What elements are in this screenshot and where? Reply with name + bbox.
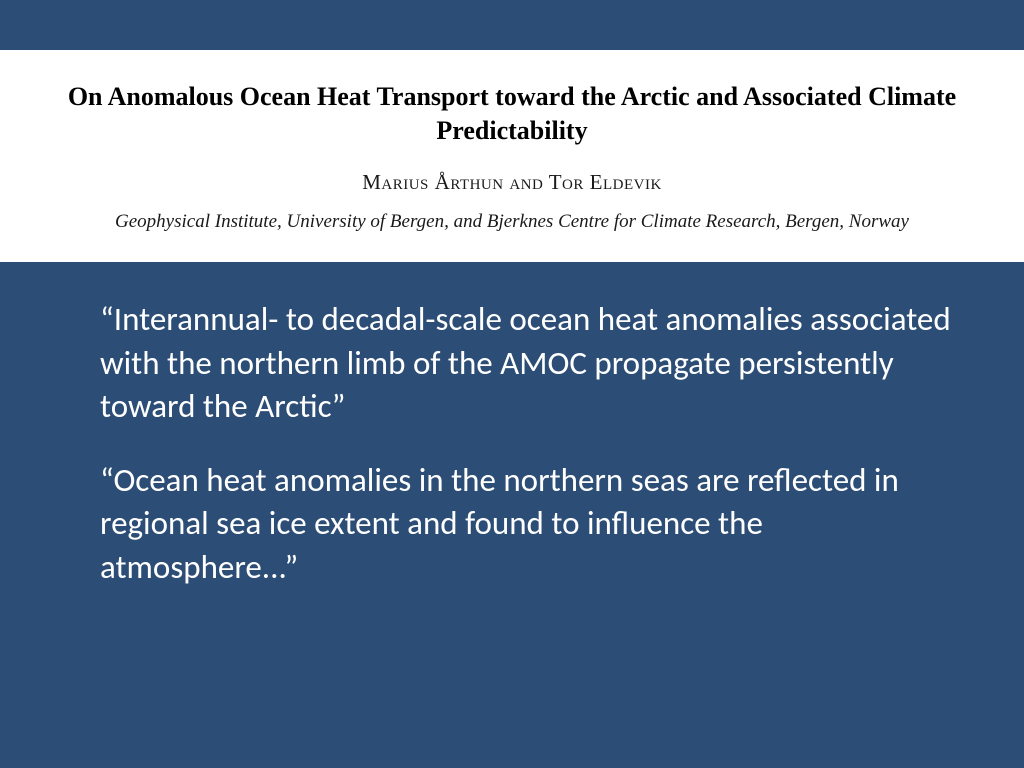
quote-1: “Interannual- to decadal-scale ocean hea… — [100, 298, 952, 429]
paper-header: On Anomalous Ocean Heat Transport toward… — [0, 50, 1024, 262]
paper-title: On Anomalous Ocean Heat Transport toward… — [60, 80, 964, 148]
quote-region: “Interannual- to decadal-scale ocean hea… — [0, 262, 1024, 768]
slide: On Anomalous Ocean Heat Transport toward… — [0, 0, 1024, 768]
quote-2: “Ocean heat anomalies in the northern se… — [100, 459, 952, 590]
paper-affiliation: Geophysical Institute, University of Ber… — [60, 209, 964, 235]
top-accent-bar — [0, 0, 1024, 50]
paper-authors: Marius Årthun and Tor Eldevik — [60, 170, 964, 195]
